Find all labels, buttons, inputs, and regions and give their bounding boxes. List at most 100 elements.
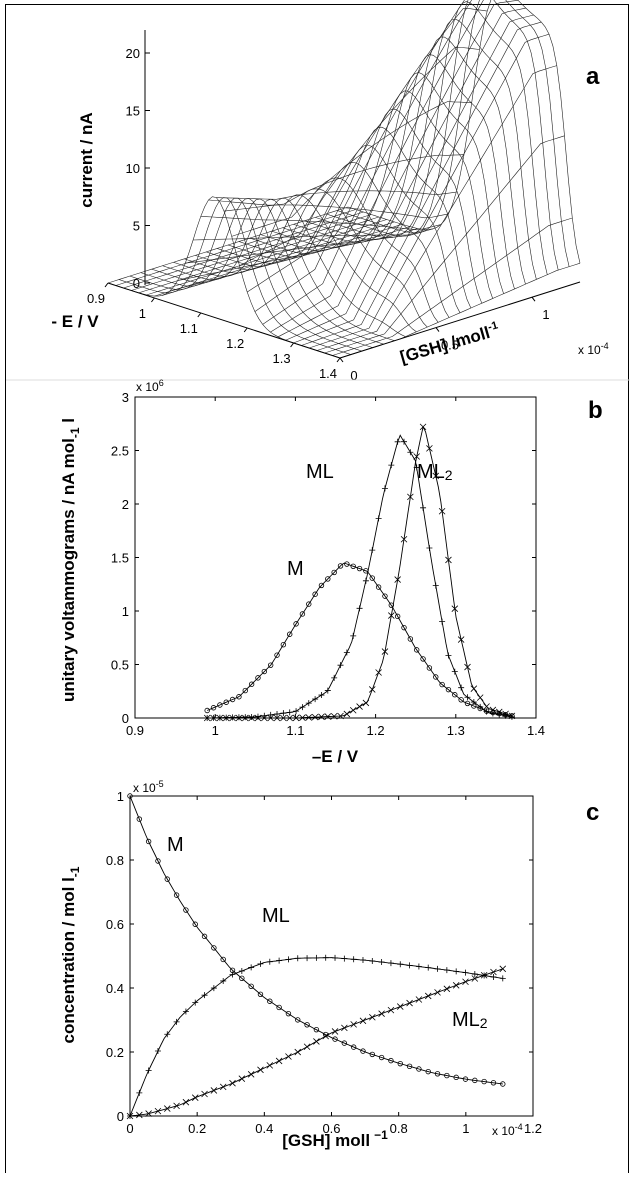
surface-line-gsh xyxy=(254,0,465,312)
panel-b-series-ml-point xyxy=(381,485,388,492)
panel-c-x-tick-label: 0.8 xyxy=(390,1121,408,1136)
panel-c-series-m-point xyxy=(295,1017,301,1023)
panel-c-series-ml-point xyxy=(415,963,422,970)
panel-b-series-ml2-point xyxy=(210,714,217,722)
panel-b-series-ml2-point xyxy=(508,712,516,720)
figure-frame xyxy=(5,4,629,1173)
panel-c-series-m-point xyxy=(350,1044,357,1050)
panel-b-series-ml2-point xyxy=(261,714,268,722)
panel-b-series-ml2-point xyxy=(216,714,224,722)
panel-b-series-ml-point xyxy=(331,674,338,681)
panel-c-series-ml2-point xyxy=(434,989,441,996)
panel-b-series-ml-point xyxy=(293,708,300,715)
panel-c-series-m-point xyxy=(462,1076,469,1082)
panel-c-series-ml-point xyxy=(276,957,283,964)
panel-c-series-m-point xyxy=(360,1048,366,1054)
panel-c-series-m-point xyxy=(276,1004,282,1011)
panel-b-y-tick-label: 0.5 xyxy=(111,658,129,673)
panel-c-series-m-point xyxy=(248,983,254,989)
panel-b-label-m-text: M xyxy=(287,558,304,580)
panel-c-series-ml-point xyxy=(434,965,441,972)
panel-b-y-tick-label: 0 xyxy=(122,711,129,726)
panel-b-y-tick-label: 2 xyxy=(122,497,129,512)
panel-c-series-ml-point xyxy=(350,956,357,963)
surface-line-gsh xyxy=(162,224,403,296)
panel-b-series-ml2-point xyxy=(438,507,446,515)
panel-b-series-m-point xyxy=(420,656,426,662)
panel-b-series-ml-point xyxy=(312,696,319,703)
panel-c-series-ml2-point xyxy=(275,1057,283,1065)
panel-c-series-ml2-point xyxy=(322,1032,329,1040)
e-tick-label: 1 xyxy=(139,306,146,321)
panel-b-label-ml: ML xyxy=(306,461,334,483)
surface-line-gsh xyxy=(200,216,441,231)
panel-c-series-m-point xyxy=(369,1051,376,1058)
surface-line-gsh xyxy=(285,7,526,341)
panel-b-y-label: unitary voltammograms / nA mol-1 l xyxy=(59,418,82,702)
panel-b-series-ml2-point xyxy=(299,714,306,721)
panel-c-series-ml-point xyxy=(229,971,236,978)
panel-b-series-ml-point xyxy=(445,652,452,659)
panel-b-series-m-point xyxy=(426,665,433,671)
e-axis-label: - E / V xyxy=(51,312,99,331)
panel-c-series-ml2-point xyxy=(294,1048,302,1056)
panel-c-series-m-point xyxy=(285,1010,292,1017)
panel-c-series-ml2-point xyxy=(266,1062,274,1069)
panel-b-label-ml2-sub: 2 xyxy=(445,467,453,483)
surface-line-gsh xyxy=(208,199,449,219)
panel-b-series-ml-point xyxy=(267,711,274,718)
panel-c-series-ml2-point xyxy=(378,1010,385,1017)
panel-c-x-tick-label: 0.6 xyxy=(322,1121,340,1136)
panel-c-y-tick-label: 0.6 xyxy=(106,917,124,932)
gsh-tick-mark xyxy=(435,327,440,332)
panel-b-series-ml-point xyxy=(350,632,357,639)
panel-c-series-ml2-point xyxy=(396,1003,404,1010)
panel-b-series-ml2-point xyxy=(324,713,332,720)
panel-b-series-ml-point xyxy=(401,438,408,445)
e-tick-mark xyxy=(150,297,155,303)
panel-c-series-m-point xyxy=(416,1066,422,1072)
panel-c-series-ml2-point xyxy=(173,1102,180,1110)
surface-line-gsh xyxy=(107,206,349,284)
panel-c-series-m-point xyxy=(211,945,217,951)
panel-c-series-m-point xyxy=(434,1071,441,1077)
panel-c-series-m-point xyxy=(500,1081,506,1087)
panel-b-series-ml2-point xyxy=(203,714,211,722)
panel-c-label-ml-text: ML xyxy=(262,905,290,927)
panel-b-series-ml-point xyxy=(407,449,414,456)
panel-c-series-ml2-point xyxy=(471,975,479,982)
panel-b-series-ml2-point xyxy=(362,699,370,707)
panel-c-series-m-point xyxy=(267,998,273,1004)
panel-b-series-m-point xyxy=(375,584,382,590)
panel-c-x-label-text: [GSH] moll xyxy=(282,1131,370,1150)
panel-b-series-m-point xyxy=(325,576,331,582)
panel-b-x-tick-label: 1.1 xyxy=(286,723,304,738)
panel-b-series-ml-point xyxy=(496,711,503,718)
panel-b-series-ml-point xyxy=(362,577,369,584)
panel-c-series-m-line xyxy=(129,795,503,1085)
panel-b-series-m-point xyxy=(267,662,274,668)
panel-c-series-ml-point xyxy=(192,999,199,1006)
panel-b-series-ml2-point xyxy=(476,694,484,701)
panel-b-y-tick-label: 3 xyxy=(122,390,129,405)
panel-c-series-ml2-point xyxy=(480,971,488,979)
panel-b-series-ml2-point xyxy=(375,669,382,676)
panel-b-series-ml2-point xyxy=(400,535,408,543)
surface-line-gsh xyxy=(277,0,519,338)
panel-c-series-m-point xyxy=(220,956,226,963)
panel-c-series-ml2-point xyxy=(145,1110,152,1117)
panel-b-series-ml-point xyxy=(470,699,477,706)
panel-b-series-ml2-point xyxy=(464,663,471,671)
panel-c-series-m-point xyxy=(388,1057,394,1064)
panel-b-x-tick-label: 1 xyxy=(212,723,219,738)
panel-a-multiplier: x 10-4 xyxy=(578,341,609,357)
panel-b-series-m-point xyxy=(452,692,458,698)
surface-line-gsh xyxy=(154,221,395,297)
panel-b-series-ml-point xyxy=(451,668,458,675)
panel-b-y-tick-label: 1.5 xyxy=(111,551,129,566)
surface-line-gsh xyxy=(239,46,480,266)
surface-line-gsh xyxy=(185,229,426,264)
panel-c-series-m-point xyxy=(313,1026,320,1033)
panel-b-label-ml-text: ML xyxy=(306,461,334,483)
panel-b-series-m-point xyxy=(280,642,287,648)
